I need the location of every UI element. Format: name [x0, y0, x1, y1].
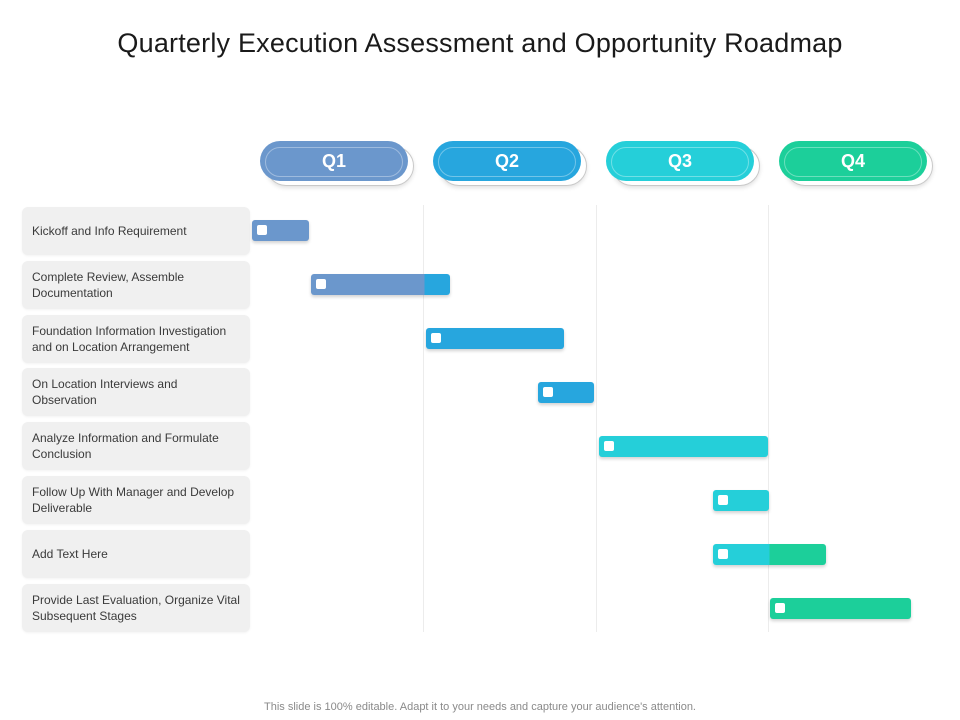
quarter-pill-q1-face: Q1	[260, 141, 408, 181]
quarter-pill-q3: Q3	[606, 141, 760, 186]
quarter-pill-q2-face: Q2	[433, 141, 581, 181]
task-label-3: Foundation Information Investigation and…	[22, 315, 250, 363]
grid-line-q2-q3	[596, 205, 597, 632]
gantt-bar-5	[598, 436, 768, 457]
gantt-bar-3	[426, 328, 565, 349]
task-label-2: Complete Review, Assemble Documentation	[22, 261, 250, 309]
task-label-4: On Location Interviews and Observation	[22, 368, 250, 416]
gantt-bar-4	[538, 382, 594, 403]
gantt-bar-2	[310, 274, 451, 295]
quarter-pill-q3-face: Q3	[606, 141, 754, 181]
quarter-pill-q4: Q4	[779, 141, 933, 186]
gantt-bar-marker	[717, 495, 728, 505]
gantt-bar-7	[712, 544, 827, 565]
page-title: Quarterly Execution Assessment and Oppor…	[117, 28, 843, 58]
task-label-7: Add Text Here	[22, 530, 250, 578]
quarter-label-q1: Q1	[321, 150, 346, 171]
gantt-bar-marker	[257, 225, 267, 235]
quarter-pill-q1: Q1	[260, 141, 414, 186]
quarter-pill-q2: Q2	[433, 141, 587, 186]
task-label-1: Kickoff and Info Requirement	[22, 207, 250, 255]
quarter-label-q4: Q4	[840, 150, 865, 171]
gantt-bar-1	[252, 220, 309, 241]
quarter-label-q3: Q3	[667, 150, 692, 171]
task-label-5: Analyze Information and Formulate Conclu…	[22, 422, 250, 470]
gantt-bar-marker	[774, 603, 785, 613]
task-label-6: Follow Up With Manager and Develop Deliv…	[22, 476, 250, 524]
grid-line-q3-q4	[768, 205, 769, 632]
quarter-label-q2: Q2	[494, 150, 519, 171]
gantt-bar-6	[712, 490, 770, 511]
gantt-bar-8	[769, 598, 911, 619]
quarter-pill-q4-face: Q4	[779, 141, 927, 181]
gantt-bar-marker	[603, 441, 614, 451]
footer-note: This slide is 100% editable. Adapt it to…	[264, 701, 696, 713]
gantt-bar-marker	[431, 333, 442, 343]
gantt-bar-marker	[543, 387, 554, 397]
gantt-bar-marker	[315, 279, 326, 289]
grid-line-q1-q2	[423, 205, 424, 632]
task-label-8: Provide Last Evaluation, Organize Vital …	[22, 584, 250, 632]
gantt-bar-marker	[717, 549, 728, 559]
